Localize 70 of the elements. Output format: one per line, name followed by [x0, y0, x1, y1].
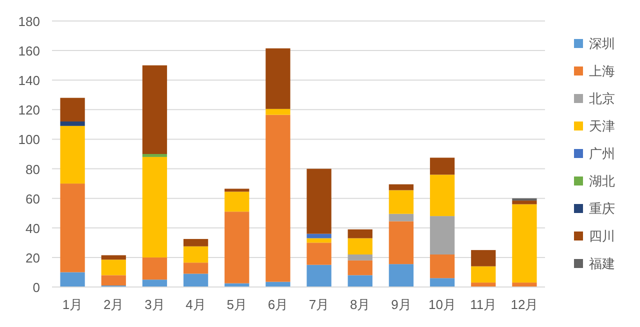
x-tick-label: 9月	[391, 297, 412, 312]
bar	[471, 250, 496, 266]
x-tick-label: 5月	[226, 297, 247, 312]
x-tick-label: 12月	[510, 297, 538, 312]
bar	[142, 257, 168, 280]
bar	[183, 238, 208, 246]
bar	[348, 229, 372, 238]
bar	[430, 254, 455, 278]
x-tick-label: 1月	[62, 297, 83, 312]
bar	[183, 262, 208, 274]
y-tick-label: 160	[18, 44, 40, 59]
legend-label: 北京	[589, 91, 615, 106]
bar	[60, 272, 85, 287]
bar	[266, 108, 290, 115]
legend-label: 湖北	[589, 174, 615, 188]
bar	[512, 204, 537, 283]
bar	[348, 254, 372, 260]
bar	[266, 48, 290, 109]
bar	[430, 216, 455, 254]
bar	[388, 184, 414, 190]
bar	[183, 274, 208, 287]
x-tick-label: 7月	[308, 297, 330, 312]
x-tick-label: 6月	[268, 297, 288, 312]
bar	[224, 188, 250, 192]
x-tick-label: 3月	[144, 297, 165, 312]
bar	[183, 246, 208, 263]
bar	[388, 190, 414, 214]
legend-label: 天津	[589, 118, 615, 134]
bar	[388, 221, 414, 264]
y-tick-label: 100	[18, 132, 40, 148]
y-tick-label: 20	[26, 250, 40, 266]
bar	[348, 275, 372, 287]
bar	[471, 266, 496, 283]
y-tick-label: 0	[32, 280, 40, 295]
bar	[430, 158, 455, 175]
bar	[306, 242, 332, 265]
x-tick-label: 4月	[186, 297, 206, 312]
bar	[224, 192, 250, 212]
bar	[101, 260, 126, 276]
y-tick-label: 140	[18, 73, 40, 88]
y-tick-label: 40	[26, 220, 40, 236]
bar	[430, 174, 455, 216]
bar	[142, 280, 168, 287]
legend-label: 广州	[589, 146, 615, 161]
bar	[101, 255, 126, 260]
bar	[101, 275, 126, 286]
bar	[306, 264, 332, 287]
y-tick-label: 60	[26, 191, 40, 206]
y-tick-label: 80	[26, 162, 40, 177]
bar	[388, 214, 414, 222]
y-tick-label: 120	[18, 102, 40, 118]
legend-label: 深圳	[589, 36, 615, 51]
bar	[224, 212, 250, 284]
bar	[430, 278, 455, 287]
bar	[388, 264, 414, 287]
legend-label: 四川	[589, 228, 615, 244]
bar	[512, 282, 537, 287]
y-tick-label: 180	[18, 14, 40, 29]
legend-label: 福建	[589, 256, 615, 271]
legend-label: 重庆	[589, 201, 615, 216]
x-tick-label: 8月	[350, 297, 370, 312]
bar	[348, 238, 372, 254]
bar	[471, 282, 496, 287]
bar	[266, 114, 290, 282]
bar	[348, 260, 372, 276]
x-tick-label: 11月	[470, 297, 497, 312]
x-tick-label: 2月	[104, 297, 124, 312]
legend-label: 上海	[589, 64, 615, 78]
bar	[60, 184, 85, 272]
x-tick-label: 10月	[428, 297, 456, 312]
